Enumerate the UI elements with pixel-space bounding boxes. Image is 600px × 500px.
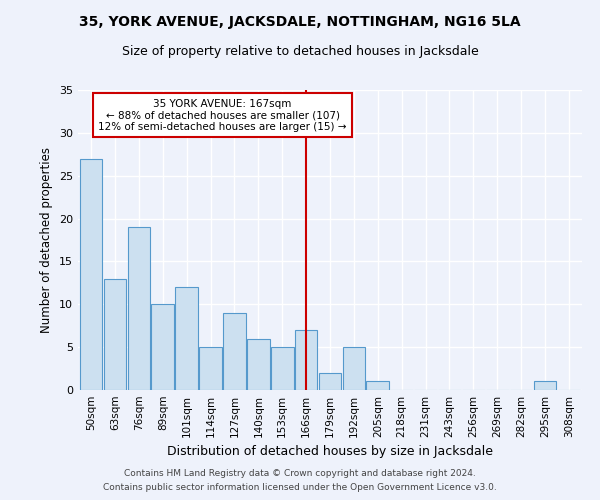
Bar — [151, 304, 174, 390]
Bar — [80, 158, 103, 390]
Text: 35, YORK AVENUE, JACKSDALE, NOTTINGHAM, NG16 5LA: 35, YORK AVENUE, JACKSDALE, NOTTINGHAM, … — [79, 15, 521, 29]
Bar — [343, 347, 365, 390]
Y-axis label: Number of detached properties: Number of detached properties — [40, 147, 53, 333]
Text: Size of property relative to detached houses in Jacksdale: Size of property relative to detached ho… — [122, 45, 478, 58]
X-axis label: Distribution of detached houses by size in Jacksdale: Distribution of detached houses by size … — [167, 446, 493, 458]
Text: Contains public sector information licensed under the Open Government Licence v3: Contains public sector information licen… — [103, 484, 497, 492]
Bar — [175, 287, 198, 390]
Text: 35 YORK AVENUE: 167sqm
← 88% of detached houses are smaller (107)
12% of semi-de: 35 YORK AVENUE: 167sqm ← 88% of detached… — [98, 98, 347, 132]
Bar — [223, 313, 246, 390]
Bar — [247, 338, 269, 390]
Bar — [319, 373, 341, 390]
Bar — [199, 347, 222, 390]
Bar — [367, 382, 389, 390]
Bar — [533, 382, 556, 390]
Bar — [271, 347, 293, 390]
Text: Contains HM Land Registry data © Crown copyright and database right 2024.: Contains HM Land Registry data © Crown c… — [124, 468, 476, 477]
Bar — [295, 330, 317, 390]
Bar — [104, 278, 127, 390]
Bar — [128, 227, 150, 390]
